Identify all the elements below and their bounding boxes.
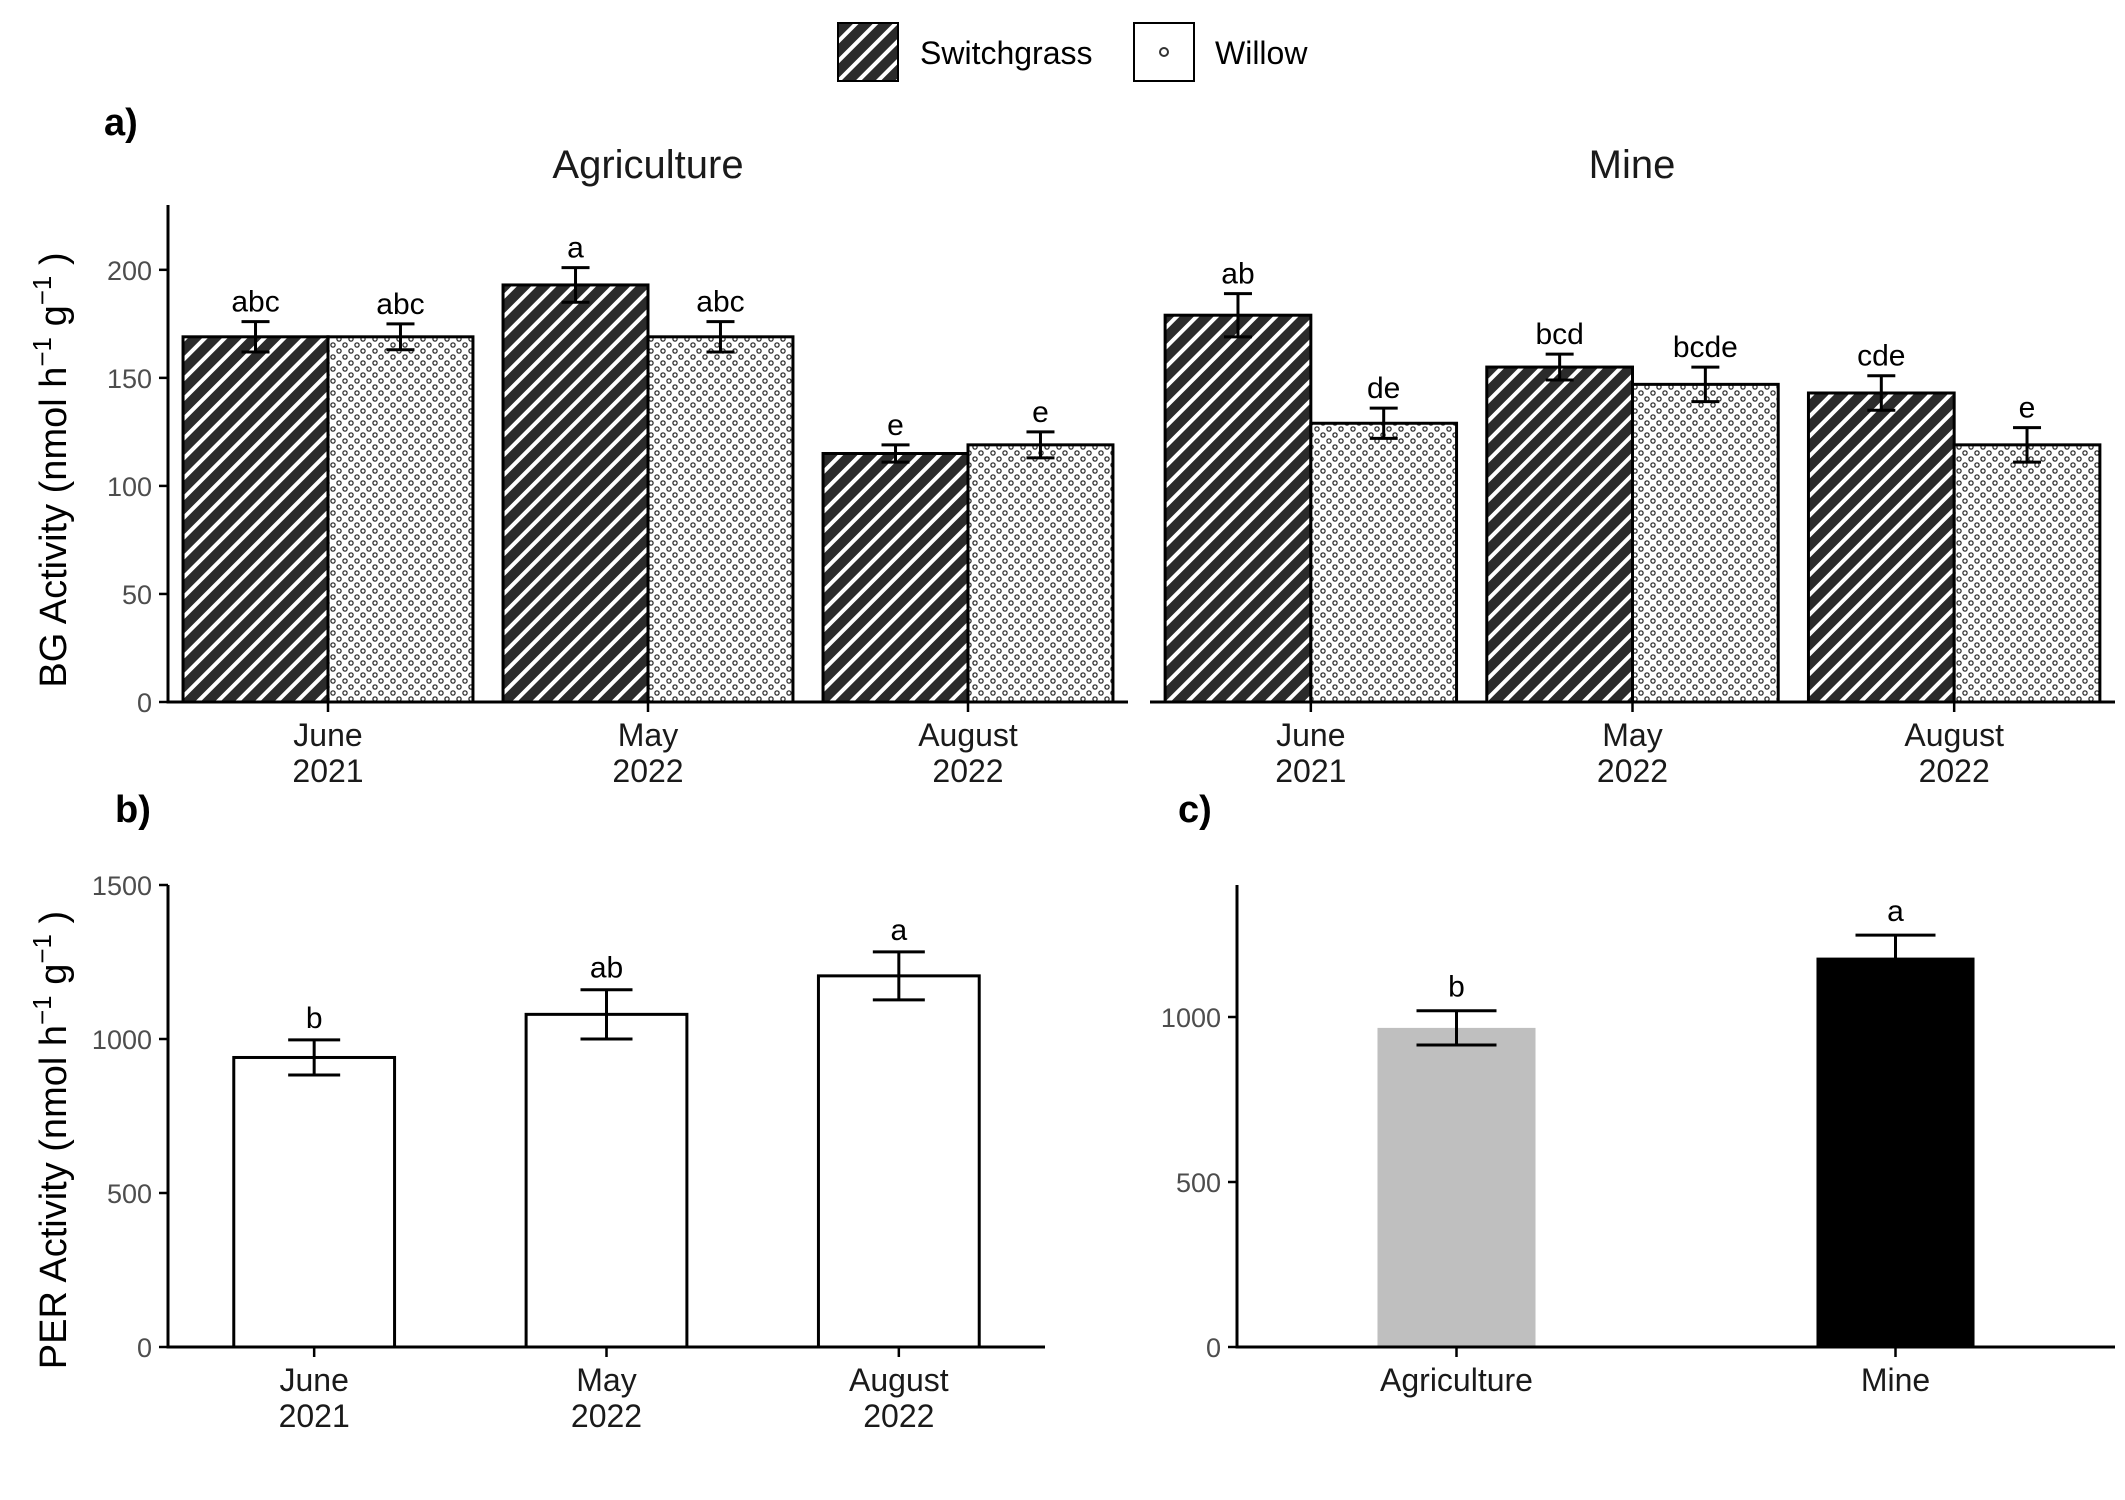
x-tick-label: 2022 — [1919, 753, 1990, 789]
bar-switchgrass — [181, 335, 330, 704]
significance-letter: b — [306, 1002, 323, 1035]
bar-willow — [1309, 421, 1459, 704]
x-tick-label: 2022 — [571, 1398, 642, 1434]
significance-letter: a — [890, 914, 907, 947]
bar-per — [232, 1055, 397, 1349]
significance-letter: e — [1032, 396, 1049, 429]
axes-a-agriculture: 0 50 100 150 200 — [107, 205, 1128, 718]
bar-per — [816, 974, 981, 1349]
x-tick-label: 2022 — [612, 753, 683, 789]
legend-item-switchgrass: Switchgrass — [837, 22, 1093, 82]
significance-letter: de — [1367, 372, 1400, 405]
significance-letter: cde — [1857, 340, 1905, 373]
y-tick-label: 500 — [1176, 1168, 1221, 1198]
x-tick-label: 2022 — [1597, 753, 1668, 789]
significance-letter: abc — [231, 286, 279, 319]
panel-c: b a Agriculture Mine — [1377, 895, 1975, 1398]
significance-letter: bcd — [1535, 318, 1583, 351]
facet-label-agriculture: Agriculture — [552, 143, 743, 187]
y-tick-label: 1500 — [92, 871, 152, 901]
x-tick-label: 2022 — [863, 1398, 934, 1434]
bar-switchgrass — [501, 283, 650, 704]
panel-tag-b: b) — [115, 789, 151, 831]
x-tick-label: August — [1904, 717, 2004, 753]
significance-letter: a — [567, 232, 584, 265]
y-tick-label: 200 — [107, 256, 152, 286]
bar-mine — [1816, 957, 1975, 1347]
x-tick-label: June — [1276, 717, 1345, 753]
y-tick-label: 0 — [137, 688, 152, 718]
x-tick-label: May — [1602, 717, 1662, 753]
x-tick-label: 2021 — [279, 1398, 350, 1434]
legend-label-switchgrass: Switchgrass — [920, 35, 1093, 71]
x-tick-label: Agriculture — [1380, 1362, 1533, 1398]
y-axis-title-per: PER Activity (nmol h−1 g−1 ) — [27, 911, 75, 1369]
bar-per — [524, 1012, 689, 1349]
bar-willow — [1631, 382, 1780, 704]
bar-switchgrass — [1163, 313, 1313, 704]
axes-c: 0 500 1000 — [1161, 885, 2115, 1363]
y-tick-label: 50 — [122, 580, 152, 610]
bar-switchgrass — [1806, 391, 1956, 704]
legend: Switchgrass Willow — [837, 22, 1308, 82]
legend-item-willow: Willow — [1133, 22, 1308, 82]
hatch-icon — [837, 22, 899, 82]
y-tick-label: 0 — [1206, 1333, 1221, 1363]
y-axis-title-bg: BG Activity (nmol h−1 g−1 ) — [27, 252, 75, 687]
y-tick-label: 1000 — [92, 1025, 152, 1055]
x-tick-label: May — [618, 717, 678, 753]
panel-tag-a: a) — [104, 102, 138, 144]
panel-tag-c: c) — [1178, 789, 1212, 831]
bar-willow — [326, 335, 475, 704]
x-tick-label: August — [849, 1362, 949, 1398]
x-tick-label: May — [576, 1362, 636, 1398]
bar-agriculture — [1377, 1027, 1536, 1347]
facet-label-mine: Mine — [1589, 143, 1676, 187]
significance-letter: bcde — [1673, 331, 1738, 364]
x-tick-label: August — [918, 717, 1018, 753]
y-tick-label: 1000 — [1161, 1003, 1221, 1033]
legend-label-willow: Willow — [1215, 35, 1308, 71]
significance-letter: b — [1448, 971, 1465, 1004]
x-tick-label: Mine — [1861, 1362, 1930, 1398]
x-tick-label: 2021 — [292, 753, 363, 789]
significance-letter: abc — [696, 286, 744, 319]
significance-letter: abc — [376, 288, 424, 321]
x-tick-label: 2021 — [1275, 753, 1346, 789]
dots-icon-center — [1159, 47, 1169, 57]
dots-icon — [1133, 22, 1195, 82]
significance-letter: e — [887, 409, 904, 442]
y-tick-label: 100 — [107, 472, 152, 502]
bar-switchgrass — [1485, 365, 1635, 704]
x-tick-label: June — [279, 1362, 348, 1398]
bar-willow — [966, 443, 1115, 704]
significance-letter: a — [1887, 895, 1904, 928]
x-tick-label: June — [293, 717, 362, 753]
bar-switchgrass — [821, 452, 970, 704]
y-tick-label: 0 — [137, 1333, 152, 1363]
significance-letter: e — [2019, 392, 2036, 425]
axes-b: 0 500 1000 1500 — [92, 871, 1045, 1363]
significance-letter: ab — [590, 952, 623, 985]
bar-willow — [1952, 443, 2102, 704]
y-tick-label: 150 — [107, 364, 152, 394]
x-tick-label: 2022 — [932, 753, 1003, 789]
significance-letter: ab — [1221, 258, 1254, 291]
bar-willow — [646, 335, 795, 704]
y-tick-label: 500 — [107, 1179, 152, 1209]
